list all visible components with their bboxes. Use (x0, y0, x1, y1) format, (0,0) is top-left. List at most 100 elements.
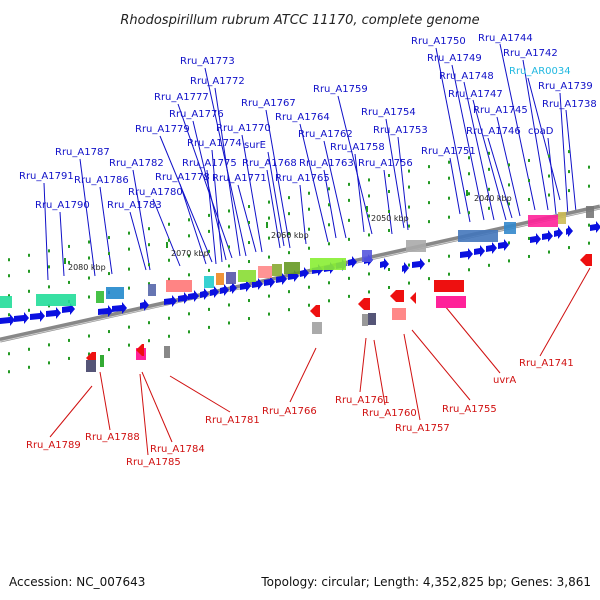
track-dot (368, 194, 370, 198)
gene-label: Rru_A1757 (395, 423, 450, 434)
track-dot (68, 260, 70, 264)
track-dot (368, 233, 370, 237)
track-dot (508, 241, 510, 245)
track-dot (528, 158, 530, 162)
track-dot (268, 236, 270, 240)
gene-label: Rru_A1749 (427, 53, 482, 64)
track-dot (348, 182, 350, 186)
track-dot (448, 215, 450, 219)
track-dot (8, 370, 10, 374)
gene-block (458, 230, 498, 242)
gene-label: Rru_A1773 (180, 56, 235, 67)
connector-line (539, 267, 591, 357)
gene-label: Rru_A1778 (155, 172, 210, 183)
track-dot (268, 255, 270, 259)
track-dot (68, 338, 70, 342)
gene-label: Rru_A1780 (128, 187, 183, 198)
track-dot (288, 232, 290, 236)
track-dot (128, 267, 130, 271)
connector-line (211, 149, 223, 263)
track-dot (408, 169, 410, 173)
track-dot (488, 206, 490, 210)
track-dot (248, 317, 250, 321)
track-dot (288, 290, 290, 294)
track-dot (128, 343, 130, 347)
track-dot (528, 178, 530, 182)
scale-tick (366, 206, 368, 212)
forward-gene-arrow (188, 290, 199, 302)
track-dot (208, 249, 210, 253)
forward-gene-arrow (140, 299, 149, 311)
connector-line (411, 329, 471, 401)
track-dot (528, 254, 530, 258)
forward-gene-arrow (460, 248, 473, 260)
label-connectors-top (43, 43, 577, 281)
forward-gene-arrow (200, 288, 209, 300)
track-dot (228, 321, 230, 325)
forward-gene-arrow (264, 276, 275, 288)
track-dot (568, 150, 570, 154)
forward-gene-arrow (112, 302, 127, 314)
track-dot (148, 321, 150, 325)
gene-label: Rru_A1746 (466, 126, 521, 137)
scale-label-2040: 2040 kbp (474, 194, 512, 203)
connector-line (499, 43, 536, 211)
track-dot (488, 151, 490, 155)
connector-line (49, 385, 93, 438)
gene-label: uvrA (493, 375, 516, 386)
genome-summary-text: Topology: circular; Length: 4,352,825 bp… (260, 575, 591, 589)
gene-label: Rru_A1767 (241, 98, 296, 109)
gene-block (258, 266, 272, 278)
track-dot (328, 187, 330, 191)
track-dot (108, 236, 110, 240)
track-dot (208, 325, 210, 329)
track-dot (488, 263, 490, 267)
track-dot (248, 241, 250, 245)
connector-line (559, 92, 569, 217)
forward-gene-arrow (474, 245, 485, 257)
track-dot (548, 174, 550, 178)
connector-line (289, 347, 317, 403)
gene-label: Rru_A1781 (205, 415, 260, 426)
diagram-title: Rhodospirillum rubrum ATCC 11170, comple… (120, 13, 479, 28)
gene-label: Rru_A1789 (26, 440, 81, 451)
track-dot (28, 253, 30, 257)
track-dot (48, 249, 50, 253)
gene-label: Rru_A1760 (362, 408, 417, 419)
track-dot (148, 263, 150, 267)
track-dot (528, 236, 530, 240)
track-dot (588, 223, 590, 227)
track-dot (468, 192, 470, 196)
forward-gene-arrow (348, 256, 357, 268)
track-dot (8, 258, 10, 262)
gene-label: Rru_A1755 (442, 404, 497, 415)
gene-label: Rru_A1776 (169, 109, 224, 120)
gene-label: Rru_A1791 (19, 171, 74, 182)
track-dot (548, 193, 550, 197)
gene-label: Rru_A1787 (55, 147, 110, 158)
track-dot (148, 227, 150, 231)
reverse-gene-arrow (580, 254, 592, 266)
track-dot (528, 197, 530, 201)
track-dot (328, 223, 330, 227)
connector-line (565, 109, 577, 213)
track-dot (388, 228, 390, 232)
track-dot (208, 307, 210, 311)
gene-label: Rru_A1756 (358, 158, 413, 169)
track-dot (328, 203, 330, 207)
track-dot (488, 187, 490, 191)
track-dot (168, 258, 170, 262)
connector-line (177, 103, 233, 259)
track-dot (468, 268, 470, 272)
track-dot (308, 285, 310, 289)
track-dot (468, 172, 470, 176)
track-dot (468, 156, 470, 160)
track-dot (488, 167, 490, 171)
gene-label: Rru_A1771 (212, 173, 267, 184)
scale-label-2050: 2050 kbp (371, 214, 409, 223)
gene-label: Rru_A1783 (107, 200, 162, 211)
track-dot (228, 209, 230, 213)
track-dot (248, 299, 250, 303)
gene-block (436, 296, 466, 308)
